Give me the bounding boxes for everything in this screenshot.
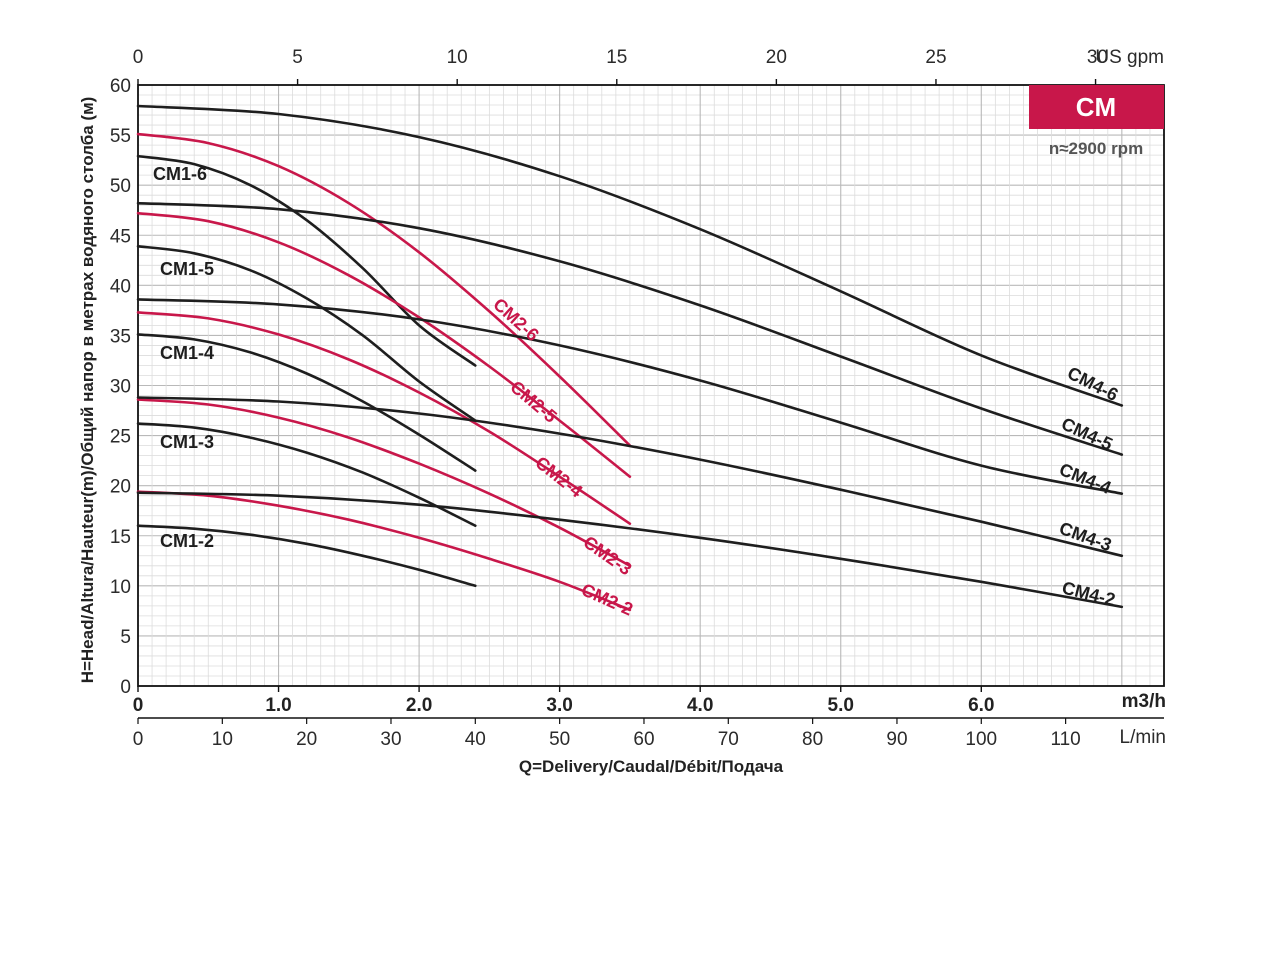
- y-tick-label: 35: [110, 326, 131, 347]
- curve-label-cm1-6: CM1-6: [153, 164, 207, 184]
- y-tick-label: 30: [110, 377, 131, 398]
- curve-label-cm4-4: CM4-4: [1057, 459, 1115, 498]
- plot-frame: [137, 84, 1165, 687]
- curve-label-cm1-5: CM1-5: [160, 259, 214, 279]
- x-tick-label-m3h: 6.0: [968, 695, 994, 716]
- x-tick-label-lmin: 50: [549, 729, 570, 750]
- x-tick-label-lmin: 80: [802, 729, 823, 750]
- grid: [138, 85, 1164, 686]
- curve-cm1-6: [136, 154, 477, 367]
- curves: [136, 104, 1124, 612]
- y-tick-label: 45: [110, 226, 131, 247]
- x-tick-label-m3h: 2.0: [406, 695, 432, 716]
- curve-cm1-3: [136, 422, 477, 527]
- badge-label: CM: [1076, 92, 1116, 122]
- curve-cm4-6: [136, 104, 1124, 407]
- curve-label-cm1-2: CM1-2: [160, 531, 214, 551]
- curve-cm2-3: [136, 398, 632, 568]
- curve-cm1-5: [136, 245, 477, 422]
- x-tick-label-m3h: 5.0: [828, 695, 854, 716]
- curve-cm1-2: [136, 524, 477, 588]
- x-tick-label-lmin: 20: [296, 729, 317, 750]
- y-tick-label: 50: [110, 176, 131, 197]
- x-tick-label-m3h: 0: [133, 695, 144, 716]
- x-tick-label-lmin: 40: [465, 729, 486, 750]
- curve-cm1-4: [136, 333, 477, 472]
- x-tick-label-usgpm: 0: [133, 47, 144, 68]
- y-tick-label: 40: [110, 276, 131, 297]
- x-tick-label-usgpm: 20: [766, 47, 787, 68]
- curve-label-cm4-6: CM4-6: [1064, 363, 1121, 405]
- y-tick-label: 60: [110, 76, 131, 97]
- x-tick-label-lmin: 90: [886, 729, 907, 750]
- badge-box: [1029, 85, 1164, 129]
- curve-cm4-3: [136, 396, 1124, 558]
- curve-cm4-4: [136, 298, 1124, 495]
- curve-cm2-4: [136, 311, 632, 525]
- x-tick-label-usgpm: 5: [292, 47, 303, 68]
- x-tick-label-lmin: 70: [718, 729, 739, 750]
- y-tick-label: 10: [110, 577, 131, 598]
- y-tick-label: 25: [110, 427, 131, 448]
- curve-label-cm2-5: CM2-5: [506, 377, 560, 427]
- y-tick-label: 0: [120, 677, 131, 698]
- x-tick-label-lmin: 100: [965, 729, 997, 750]
- curve-cm4-2: [136, 491, 1124, 609]
- curve-label-cm4-2: CM4-2: [1060, 577, 1117, 609]
- speed-note: n≈2900 rpm: [1049, 139, 1143, 158]
- y-tick-label: 15: [110, 527, 131, 548]
- curve-labels: CM1-2CM1-3CM1-4CM1-5CM1-6CM2-2CM2-3CM2-4…: [153, 164, 1121, 620]
- x-tick-label-usgpm: 25: [925, 47, 946, 68]
- y-tick-label: 20: [110, 477, 131, 498]
- curve-label-cm1-3: CM1-3: [160, 432, 214, 452]
- usgpm-unit-label: US gpm: [1095, 47, 1164, 68]
- lmin-unit-label: L/min: [1120, 727, 1166, 748]
- x-tick-label-m3h: 1.0: [265, 695, 291, 716]
- y-tick-label: 55: [110, 126, 131, 147]
- x-tick-label-m3h: 4.0: [687, 695, 713, 716]
- x-tick-label-usgpm: 15: [606, 47, 627, 68]
- curve-cm2-6: [136, 132, 632, 447]
- x-tick-label-m3h: 3.0: [546, 695, 572, 716]
- curve-label-cm2-4: CM2-4: [532, 452, 587, 501]
- curve-cm4-5: [136, 201, 1124, 456]
- x-tick-label-usgpm: 10: [447, 47, 468, 68]
- x-tick-label-lmin: 30: [380, 729, 401, 750]
- curve-label-cm1-4: CM1-4: [160, 343, 214, 363]
- curve-label-cm4-5: CM4-5: [1058, 413, 1115, 454]
- curve-cm2-2: [136, 490, 632, 612]
- y-tick-label: 5: [120, 627, 131, 648]
- x-tick-label-lmin: 60: [633, 729, 654, 750]
- cm-badge: CM: [1029, 85, 1164, 129]
- y-axis-title: H=Head/Altura/Hauteur(m)/Общий напор в м…: [78, 97, 97, 684]
- m3h-unit-label: m3/h: [1122, 691, 1166, 712]
- x-tick-label-usgpm: 30: [1087, 47, 1108, 68]
- x-tick-label-lmin: 10: [212, 729, 233, 750]
- x-axis-title: Q=Delivery/Caudal/Débit/Подача: [519, 757, 784, 776]
- curve-cm2-5: [136, 211, 632, 478]
- x-tick-label-lmin: 0: [133, 729, 144, 750]
- x-tick-label-lmin: 110: [1050, 729, 1080, 750]
